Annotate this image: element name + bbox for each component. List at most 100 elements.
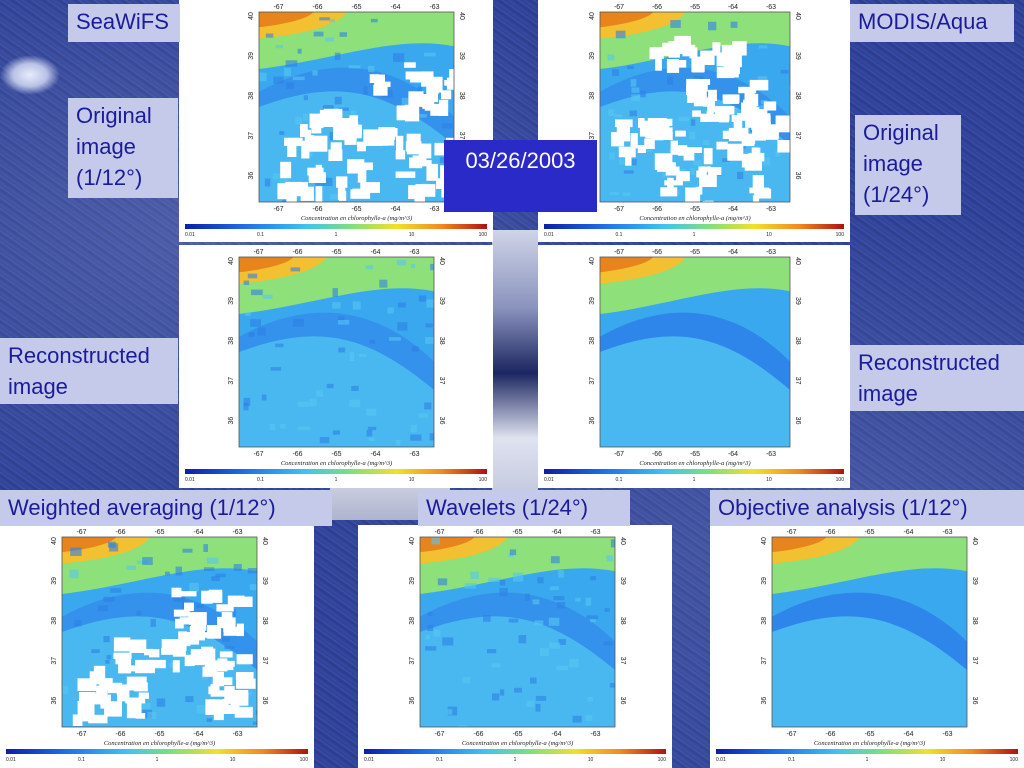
pixel-patch bbox=[606, 555, 614, 562]
cloud-patch bbox=[643, 120, 658, 130]
lon-tick-top: -66 bbox=[652, 249, 662, 256]
pixel-patch bbox=[431, 537, 440, 545]
pixel-patch bbox=[330, 194, 340, 200]
colorbar-label: Concentration en chlorophylle-a (mg/m^3) bbox=[104, 740, 215, 747]
lon-tick-bottom: -67 bbox=[434, 731, 444, 738]
pixel-patch bbox=[499, 588, 508, 597]
cloud-patch bbox=[752, 126, 766, 141]
cloud-patch bbox=[404, 62, 416, 68]
colorbar-label: Concentration en chlorophylle-a (mg/m^3) bbox=[281, 460, 392, 467]
cloud-patch bbox=[182, 640, 191, 647]
seawifs-original-map: -67 -67 -66 -66 -65 -65 -64 -64 -63 -63 40 40 39 39 38… bbox=[179, 0, 493, 242]
pixel-patch bbox=[612, 69, 619, 76]
pixel-patch bbox=[670, 20, 681, 28]
cloud-patch bbox=[340, 118, 351, 133]
cloud-patch bbox=[161, 639, 180, 651]
lat-tick-left: 40 bbox=[589, 12, 596, 20]
cloud-patch bbox=[727, 143, 744, 161]
cloud-patch bbox=[700, 113, 712, 122]
pixel-patch bbox=[351, 110, 357, 117]
lon-tick-top: -67 bbox=[273, 4, 283, 11]
lon-tick-top: -64 bbox=[370, 249, 380, 256]
chlorophyll-field bbox=[772, 537, 967, 727]
lon-tick-bottom: -65 bbox=[512, 731, 522, 738]
reconstructed-left-line1: Reconstructed bbox=[8, 343, 150, 368]
pixel-patch bbox=[631, 94, 641, 101]
cloud-patch bbox=[330, 142, 342, 150]
lon-tick-top: -66 bbox=[473, 529, 483, 536]
original-left-line2: image bbox=[76, 134, 136, 159]
map-frame bbox=[238, 256, 435, 448]
lat-tick-left: 39 bbox=[51, 577, 58, 585]
pixel-patch bbox=[426, 299, 434, 308]
pixel-patch bbox=[325, 37, 334, 42]
cloud-patch bbox=[444, 80, 452, 86]
cloud-patch bbox=[751, 93, 759, 107]
pixel-patch bbox=[401, 97, 409, 106]
cloud-patch bbox=[308, 172, 326, 183]
cloud-patch bbox=[674, 35, 691, 47]
colorbar-tick: 0.1 bbox=[257, 232, 264, 238]
pixel-patch bbox=[292, 76, 305, 81]
cloud-patch bbox=[760, 122, 771, 129]
pixel-patch bbox=[548, 617, 560, 626]
lon-tick-bottom: -65 bbox=[690, 451, 700, 458]
pixel-patch bbox=[275, 45, 283, 49]
cloud-patch bbox=[752, 175, 764, 192]
colorbar-tick: 1 bbox=[693, 477, 696, 483]
cloud-patch bbox=[138, 692, 149, 699]
cloud-patch bbox=[201, 590, 213, 604]
lat-tick-left: 37 bbox=[409, 657, 416, 665]
original-right-line2: image bbox=[863, 151, 923, 176]
lat-tick-right: 38 bbox=[794, 92, 801, 100]
lon-tick-bottom: -67 bbox=[614, 206, 624, 213]
cloud-patch bbox=[726, 61, 739, 78]
weighted-label: Weighted averaging (1/12°) bbox=[0, 490, 332, 526]
lon-tick-bottom: -63 bbox=[766, 451, 776, 458]
pixel-patch bbox=[590, 576, 596, 581]
pixel-patch bbox=[147, 711, 157, 719]
pixel-patch bbox=[175, 566, 182, 576]
cloud-patch bbox=[716, 67, 735, 79]
pixel-patch bbox=[298, 426, 310, 430]
pixel-patch bbox=[470, 571, 479, 579]
pixel-patch bbox=[417, 86, 422, 95]
pixel-patch bbox=[261, 394, 267, 401]
colorbar-tick: 100 bbox=[836, 232, 845, 238]
lat-tick-left: 37 bbox=[761, 657, 768, 665]
cloud-patch bbox=[665, 166, 680, 176]
pixel-patch bbox=[488, 577, 500, 582]
pixel-patch bbox=[397, 322, 408, 331]
cloud-patch bbox=[707, 167, 722, 175]
cloud-patch bbox=[702, 201, 713, 202]
lon-tick-bottom: -64 bbox=[193, 731, 203, 738]
pixel-patch bbox=[275, 343, 284, 348]
pixel-patch bbox=[427, 612, 433, 616]
cloud-patch bbox=[754, 115, 771, 124]
cloud-patch bbox=[686, 85, 696, 95]
lat-tick-right: 40 bbox=[971, 537, 978, 545]
lon-tick-bottom: -65 bbox=[864, 731, 874, 738]
pixel-patch bbox=[437, 578, 448, 586]
lat-tick-right: 39 bbox=[794, 52, 801, 60]
cloud-patch bbox=[177, 591, 197, 597]
pixel-patch bbox=[103, 596, 115, 602]
pixel-patch bbox=[329, 18, 335, 23]
cloud-patch bbox=[219, 704, 240, 714]
cloud-patch bbox=[651, 130, 664, 141]
cloud-patch bbox=[77, 700, 95, 718]
cloud-patch bbox=[682, 44, 696, 57]
lon-tick-top: -65 bbox=[154, 529, 164, 536]
pixel-patch bbox=[249, 332, 254, 336]
cloud-patch bbox=[441, 90, 452, 100]
pixel-patch bbox=[411, 346, 419, 352]
cloud-patch bbox=[396, 105, 416, 121]
pixel-patch bbox=[250, 319, 261, 327]
pixel-patch bbox=[610, 539, 615, 548]
lat-tick-left: 38 bbox=[409, 617, 416, 625]
cloud-patch bbox=[161, 648, 181, 655]
pixel-patch bbox=[540, 648, 549, 656]
cloud-patch bbox=[302, 140, 309, 158]
pixel-patch bbox=[614, 114, 622, 118]
colorbar-tick: 10 bbox=[766, 477, 772, 483]
